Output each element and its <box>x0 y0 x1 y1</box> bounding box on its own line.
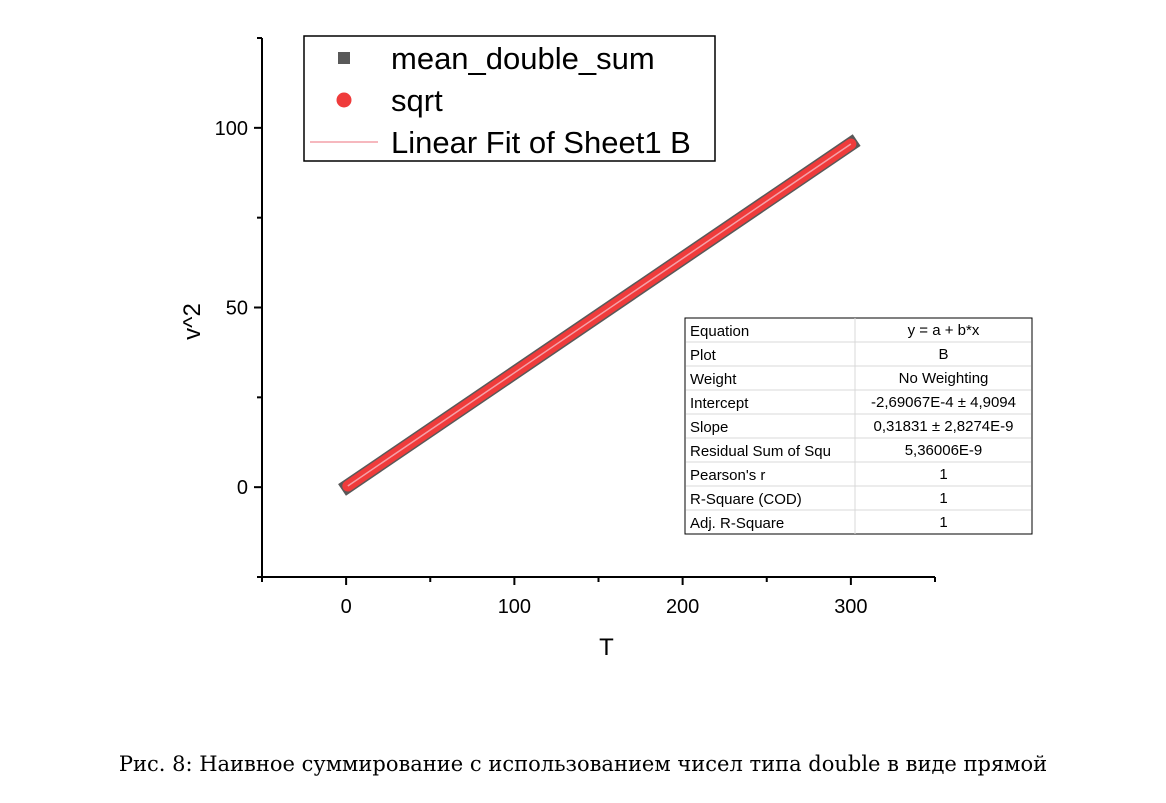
stats-key: Residual Sum of Squ <box>690 443 831 460</box>
legend-square-icon <box>338 52 350 64</box>
x-tick-label: 0 <box>341 596 352 618</box>
legend-label: sqrt <box>391 83 443 118</box>
y-tick-label: 50 <box>226 298 248 320</box>
stats-value: B <box>938 346 948 363</box>
stats-key: Plot <box>690 347 717 364</box>
stats-key: Equation <box>690 323 749 340</box>
legend-label: Linear Fit of Sheet1 B <box>391 125 691 160</box>
x-axis-title: T <box>599 634 614 661</box>
data-series <box>338 134 861 496</box>
stats-key: Pearson's r <box>690 467 765 484</box>
stats-value: -2,69067E-4 ± 4,9094 <box>871 394 1016 411</box>
series-linear-fit-of-sheet1-b <box>347 143 852 487</box>
y-tick-label: 100 <box>215 118 248 140</box>
x-tick-label: 200 <box>666 596 699 618</box>
stats-key: Intercept <box>690 395 749 412</box>
stats-value: 0,31831 ± 2,8274E-9 <box>873 418 1013 435</box>
stats-key: R-Square (COD) <box>690 491 802 508</box>
fit-line <box>347 143 852 487</box>
stats-key: Adj. R-Square <box>690 515 784 532</box>
legend-box <box>303 35 716 162</box>
stats-table-border <box>684 317 1033 535</box>
legend-label: mean_double_sum <box>391 41 655 76</box>
y-tick-label: 0 <box>237 477 248 499</box>
stats-value: 1 <box>939 490 947 507</box>
stats-value: 1 <box>939 514 947 531</box>
stats-value: 1 <box>939 466 947 483</box>
stats-value: 5,36006E-9 <box>905 442 983 459</box>
stats-key: Slope <box>690 419 728 436</box>
stats-value: y = a + b*x <box>908 322 980 339</box>
x-tick-label: 100 <box>498 596 531 618</box>
ticks: 0 100 200 300 0 50 100 <box>215 37 936 618</box>
stats-key: Weight <box>690 371 737 388</box>
fit-statistics-table: Equation y = a + b*x Plot B Weight No Weighti… <box>684 317 1033 535</box>
y-axis-title: v^2 <box>179 303 206 340</box>
x-tick-label: 300 <box>834 596 867 618</box>
figure-caption: Рис. 8: Наивное суммирование с использов… <box>118 752 1048 776</box>
stats-value: No Weighting <box>899 370 989 387</box>
legend-circle-icon <box>336 92 352 108</box>
